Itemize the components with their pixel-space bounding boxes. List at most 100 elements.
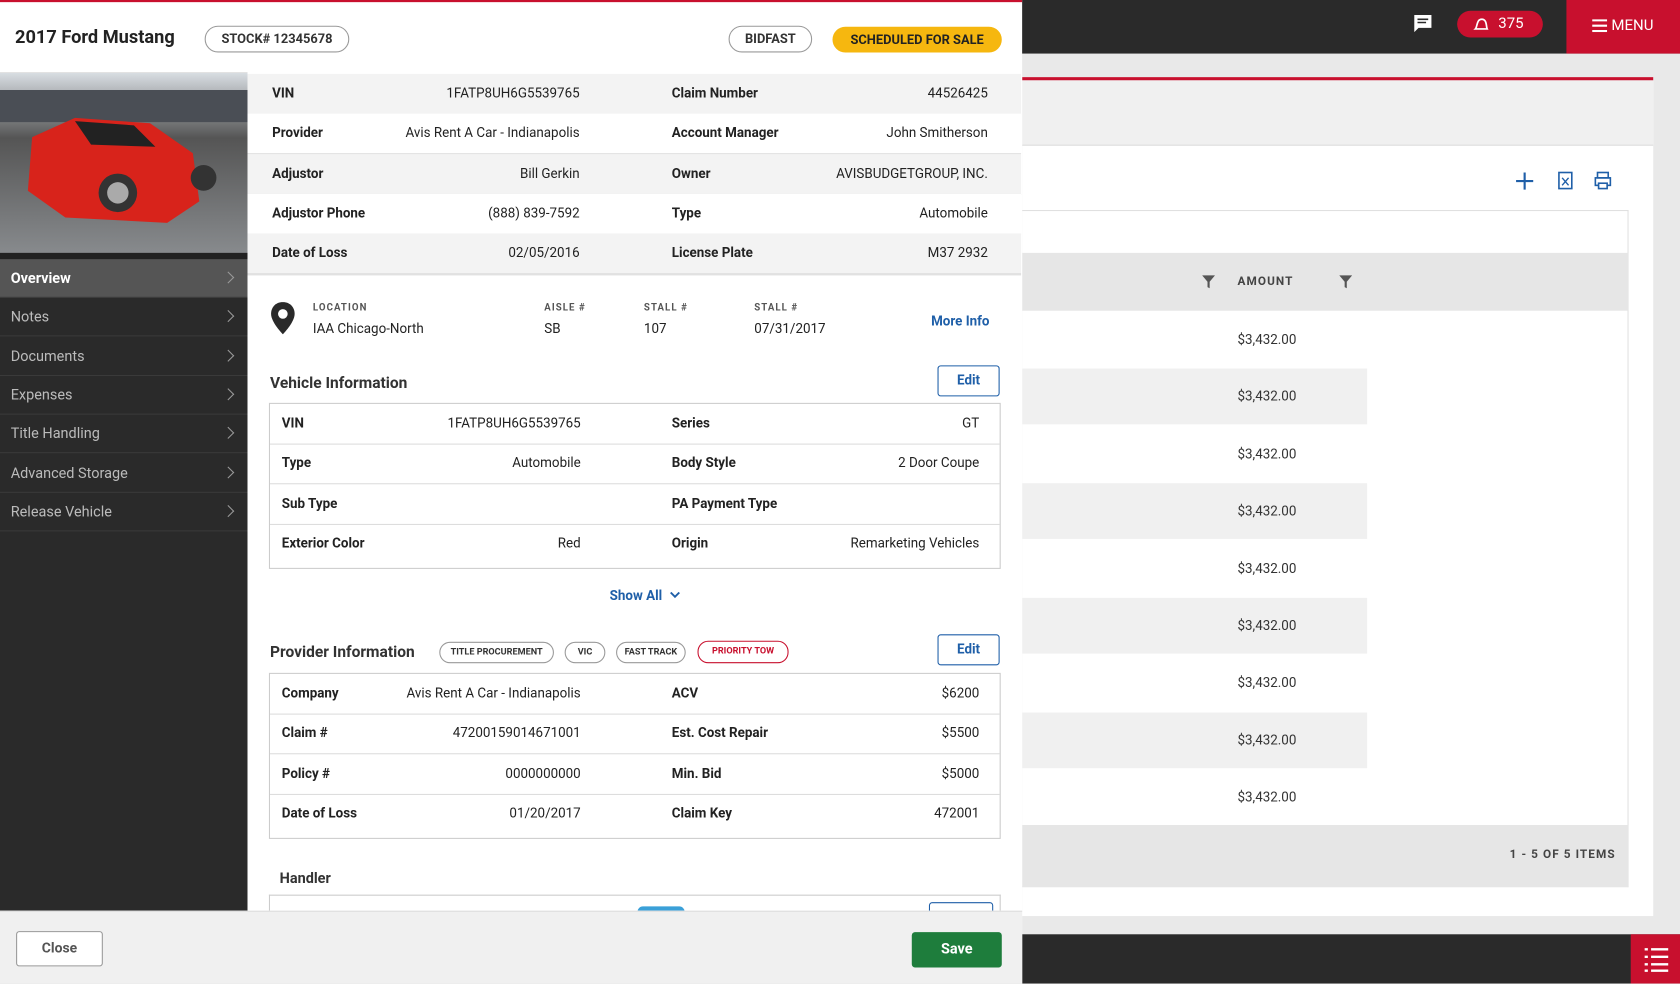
field-value: 02/05/2016 bbox=[508, 245, 580, 262]
table-row: Type Automobile Body Style 2 Door Coupe bbox=[270, 444, 1000, 485]
list-icon bbox=[1644, 948, 1669, 972]
edit-button[interactable]: Edit bbox=[937, 634, 1000, 666]
modal-title: 2017 Ford Mustang bbox=[15, 26, 175, 49]
toolbar-icons[interactable] bbox=[1515, 170, 1622, 191]
menu-button[interactable]: MENU bbox=[1566, 0, 1680, 54]
field-label: Est. Cost Repair bbox=[671, 725, 768, 742]
amount: $3,432.00 bbox=[1237, 732, 1297, 749]
nav-item[interactable]: Expenses bbox=[0, 376, 248, 415]
field-label: Body Style bbox=[671, 455, 736, 472]
field-value: 1FATP8UH6G5539765 bbox=[447, 415, 581, 432]
field-label: License Plate bbox=[671, 245, 753, 262]
amount: $3,432.00 bbox=[1237, 789, 1297, 806]
stall-value: 07/31/2017 bbox=[754, 321, 826, 338]
field-value: 472001 bbox=[934, 805, 980, 822]
status-badge: SCHEDULED FOR SALE bbox=[832, 26, 1002, 53]
summary-table: VIN 1FATP8UH6G5539765 Claim Number 44526425… bbox=[247, 73, 1022, 276]
filter-icons[interactable] bbox=[1202, 274, 1353, 289]
nav-item[interactable]: Overview bbox=[0, 259, 248, 298]
field-label: Adjustor Phone bbox=[272, 205, 366, 222]
nav-item[interactable]: Release Vehicle bbox=[0, 493, 248, 532]
field-value: Remarketing Vehicles bbox=[850, 535, 980, 552]
amount: $3,432.00 bbox=[1237, 675, 1297, 692]
notification-count[interactable]: 375 bbox=[1457, 10, 1543, 38]
field-value: Avis Rent A Car - Indianapolis bbox=[405, 125, 580, 142]
table-row: Provider Avis Rent A Car - Indianapolis Ac… bbox=[247, 113, 1022, 155]
field-label: Claim Key bbox=[671, 805, 732, 822]
field-label: Policy # bbox=[281, 765, 330, 782]
provider-table: Company Avis Rent A Car - Indianapolis ACV… bbox=[268, 672, 1001, 839]
table-row: Date of Loss 01/20/2017 Claim Key 472001 bbox=[270, 794, 1000, 834]
field-value: $6200 bbox=[941, 685, 980, 702]
badge: BIDFAST bbox=[728, 25, 813, 53]
stall-label: STALL # bbox=[643, 303, 688, 314]
aisle-label: AISLE # bbox=[544, 303, 586, 314]
vehicle-table: VIN 1FATP8UH6G5539765 Series GT Type Automobi… bbox=[268, 402, 1001, 569]
field-label: Min. Bid bbox=[671, 765, 722, 782]
field-label: VIN bbox=[272, 85, 295, 102]
field-label: PA Payment Type bbox=[671, 495, 778, 512]
pagination: 1 - 5 OF 5 ITEMS bbox=[1509, 847, 1616, 862]
stock-pill: STOCK# 12345678 bbox=[204, 25, 350, 53]
table-row: Date of Loss 02/05/2016 License Plate M37 2… bbox=[247, 233, 1022, 275]
nav-item[interactable]: Documents bbox=[0, 337, 248, 376]
table-row: Adjustor Bill Gerkin Owner AVISBUDGETGROUP,… bbox=[247, 153, 1022, 195]
more-info-link[interactable]: More Info bbox=[931, 313, 990, 331]
field-label: Claim Number bbox=[671, 85, 758, 102]
field-value: Automobile bbox=[919, 205, 988, 222]
field-label: Company bbox=[281, 685, 339, 702]
field-label: Origin bbox=[671, 535, 709, 552]
table-row: Claim # 47200159014671001 Est. Cost Repair… bbox=[270, 714, 1000, 755]
field-label: ACV bbox=[671, 685, 699, 702]
nav-item[interactable]: Notes bbox=[0, 298, 248, 337]
field-value: Red bbox=[557, 535, 581, 552]
list-button[interactable] bbox=[1630, 934, 1680, 984]
table-row: VIN 1FATP8UH6G5539765 Claim Number 44526425 bbox=[247, 73, 1022, 115]
field-value: $5500 bbox=[941, 725, 980, 742]
field-value: GT bbox=[962, 415, 980, 432]
modal-footer bbox=[0, 910, 1023, 984]
nav-item[interactable]: Advanced Storage bbox=[0, 454, 248, 493]
field-label: Series bbox=[671, 415, 710, 432]
tag: VIC bbox=[564, 641, 606, 664]
save-button[interactable]: Save bbox=[911, 932, 1002, 968]
edit-button[interactable]: Edit bbox=[937, 365, 1000, 397]
chat-icon[interactable] bbox=[1412, 13, 1433, 34]
tag: TITLE PROCUREMENT bbox=[439, 641, 554, 664]
card-header bbox=[1022, 80, 1654, 146]
amount: $3,432.00 bbox=[1237, 503, 1297, 520]
field-value: John Smitherson bbox=[886, 125, 988, 142]
handler-table bbox=[268, 894, 1001, 911]
amount: $3,432.00 bbox=[1237, 332, 1297, 349]
field-value: 1FATP8UH6G5539765 bbox=[446, 85, 580, 102]
show-all-link[interactable]: Show All bbox=[609, 588, 663, 605]
aisle-value: SB bbox=[544, 321, 561, 338]
stall-label: STALL # bbox=[754, 303, 799, 314]
field-value: 44526425 bbox=[927, 85, 988, 102]
field-label: Adjustor bbox=[272, 165, 324, 182]
stall-value: 107 bbox=[643, 321, 667, 338]
table-row: VIN 1FATP8UH6G5539765 Series GT bbox=[270, 404, 1000, 445]
section-heading: Vehicle Information bbox=[270, 373, 408, 393]
field-label: VIN bbox=[281, 415, 304, 432]
field-value: (888) 839-7592 bbox=[488, 205, 580, 222]
field-label: Date of Loss bbox=[272, 245, 348, 262]
striped-row bbox=[1022, 712, 1368, 768]
nav-item[interactable]: Title Handling bbox=[0, 415, 248, 454]
field-label: Date of Loss bbox=[281, 805, 358, 822]
close-button[interactable]: Close bbox=[16, 931, 103, 967]
field-value: 2 Door Coupe bbox=[898, 455, 980, 472]
field-label: Claim # bbox=[281, 725, 328, 742]
pin-icon bbox=[271, 302, 295, 335]
chevron-icon bbox=[670, 591, 680, 599]
bell-icon bbox=[1473, 18, 1489, 30]
grid-header bbox=[1022, 252, 1629, 311]
field-label: Account Manager bbox=[671, 125, 779, 142]
field-value: 47200159014671001 bbox=[452, 725, 581, 742]
field-value: 0000000000 bbox=[505, 765, 581, 782]
field-value: Bill Gerkin bbox=[519, 165, 580, 182]
menu-icon bbox=[1592, 19, 1608, 33]
amount: $3,432.00 bbox=[1237, 618, 1297, 635]
field-value: M37 2932 bbox=[927, 245, 988, 262]
